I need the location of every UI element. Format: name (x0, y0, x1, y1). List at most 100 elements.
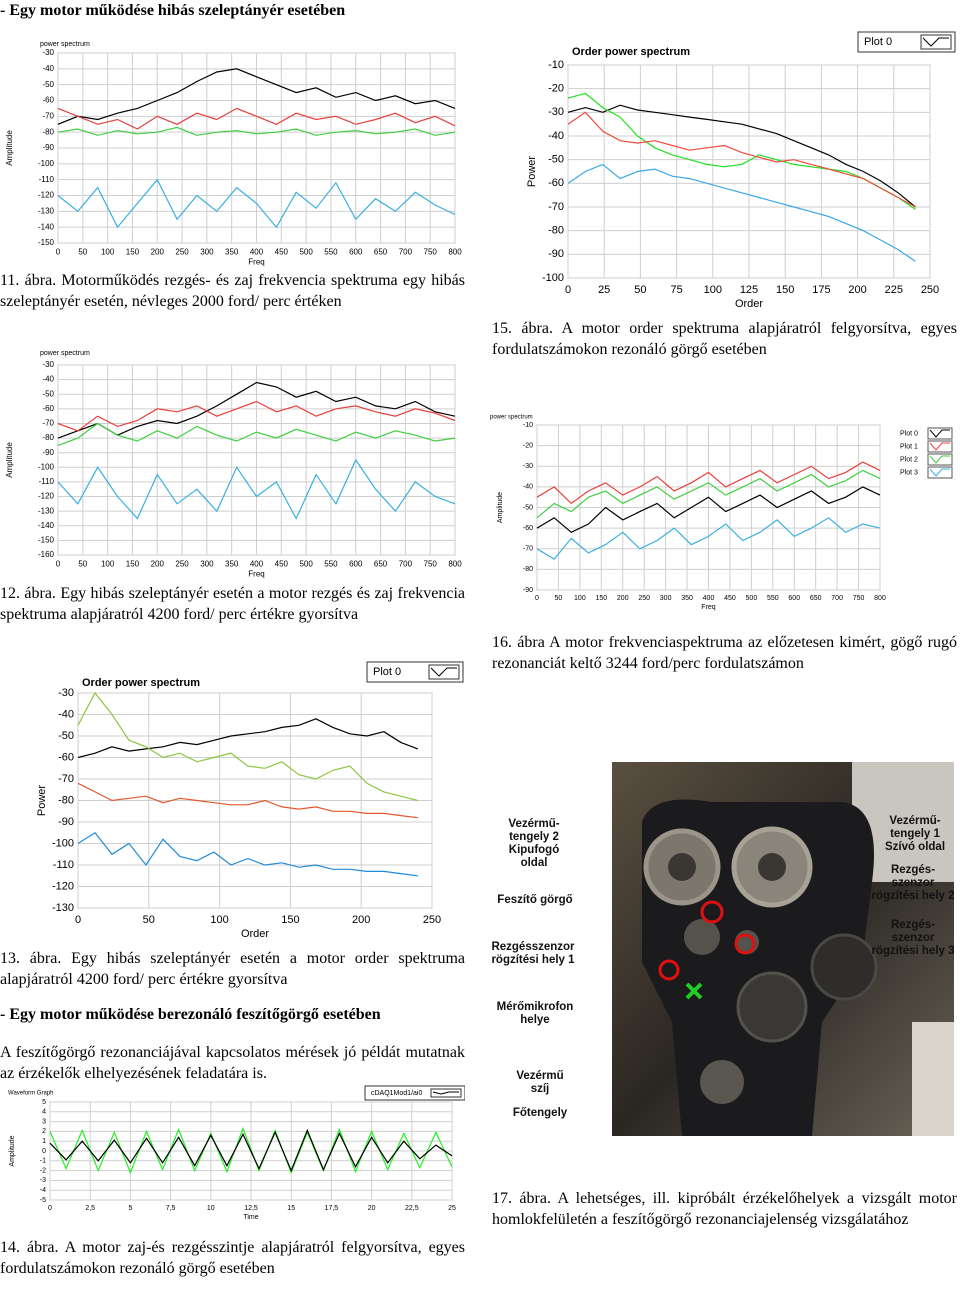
y-tick-label: -30 (42, 360, 54, 369)
y-axis-label: Power (36, 785, 48, 817)
x-tick-label: 250 (423, 914, 441, 926)
photo-label: Vezérmű szíj (510, 1070, 570, 1096)
fig-11-chart: power spectrum-30 -40 -50 -60 -70 -80 -90 -100 -… (5, 41, 462, 267)
x-tick-label: 125 (740, 284, 758, 296)
x-tick-label: 75 (670, 284, 682, 296)
fig-16-chart: power spectrum-10 -20 -30 -40 -50 -60 -70 -80 -9… (490, 415, 953, 611)
label-line: Vezérmű- (508, 818, 560, 830)
y-tick-label: 4 (42, 1109, 46, 1116)
legend-swatch (430, 667, 457, 677)
photo-label: Vezérmű-tengely 1 Szívó oldal (874, 815, 956, 854)
legend-icon (927, 453, 953, 466)
chart-title: Waveform Graph (8, 1091, 53, 1097)
x-tick-label: 10 (207, 1205, 215, 1212)
x-tick-label: 550 (767, 595, 779, 602)
photo-label: Vezérmű-tengely 2 Kipufogó oldal (494, 818, 574, 870)
y-tick-label: -150 (38, 535, 55, 544)
y-tick-label: -70 (58, 773, 74, 785)
x-tick-label: 50 (78, 559, 87, 568)
series-line (49, 1128, 453, 1173)
chart-title: Order power spectrum (572, 46, 690, 58)
y-tick-label: 5 (42, 1099, 46, 1106)
y-tick-label: -70 (42, 111, 54, 120)
y-tick-label: -50 (523, 504, 533, 511)
chart-title: power spectrum (40, 41, 90, 48)
y-tick-label: -40 (42, 375, 54, 384)
y-tick-label: -60 (58, 751, 74, 763)
y-tick-label: 1 (42, 1138, 46, 1145)
series-line (57, 68, 456, 125)
label-line: rögzítési hely 1 (491, 954, 575, 966)
y-tick-label: -70 (42, 419, 54, 428)
x-tick-label: 50 (555, 595, 563, 602)
y-tick-label: -20 (523, 442, 533, 449)
x-tick-label: 750 (424, 559, 438, 568)
y-tick-label: -50 (58, 730, 74, 742)
series-line (57, 458, 456, 520)
y-tick-label: -1 (40, 1158, 46, 1165)
section-heading: - Egy motor működése hibás szeleptányér … (0, 2, 346, 19)
x-tick-label: 750 (424, 247, 438, 256)
x-axis-label: Freq (248, 258, 264, 267)
chart-title: power spectrum (40, 350, 90, 357)
x-axis-label: Order (735, 298, 763, 310)
series-line (567, 163, 916, 262)
x-tick-label: 300 (200, 559, 214, 568)
x-tick-label: 450 (724, 595, 736, 602)
y-axis-label: Amplitude (9, 1135, 16, 1166)
label-line: szenzor (891, 932, 935, 944)
x-tick-label: 100 (704, 284, 722, 296)
legend-icon (927, 440, 953, 453)
y-tick-label: -80 (58, 794, 74, 806)
chart-title: Order power spectrum (82, 677, 200, 689)
series-line (77, 832, 418, 877)
y-tick-label: -90 (42, 143, 54, 152)
y-tick-label: -4 (40, 1187, 46, 1194)
x-tick-label: 2,5 (85, 1205, 95, 1212)
x-tick-label: 500 (299, 559, 313, 568)
x-tick-label: 400 (250, 559, 264, 568)
label-line: tengely 2 (509, 831, 559, 843)
y-tick-label: -70 (523, 546, 533, 553)
x-axis-label: Time (243, 1214, 258, 1221)
series-line (536, 469, 881, 519)
label-line: szenzor (891, 877, 935, 889)
x-tick-label: 100 (101, 559, 115, 568)
series-line (49, 1126, 453, 1175)
x-tick-label: 300 (200, 247, 214, 256)
caption: 11. ábra. Motorműködés rezgés- és zaj fr… (0, 272, 465, 310)
x-axis-label: Order (241, 928, 269, 940)
x-tick-label: 700 (399, 247, 413, 256)
y-tick-label: -120 (52, 880, 74, 892)
series-line (57, 178, 456, 229)
series-line (567, 92, 916, 210)
series-line (77, 691, 418, 802)
x-tick-label: 15 (287, 1205, 295, 1212)
x-tick-label: 350 (681, 595, 693, 602)
y-tick-label: -50 (548, 154, 564, 166)
label-line: Rezgés- (890, 919, 936, 931)
y-tick-label: -80 (523, 566, 533, 573)
y-axis-label: Amplitude (5, 442, 14, 478)
legend-label: Plot 2 (900, 456, 918, 463)
legend-swatch (929, 429, 950, 438)
x-tick-label: 350 (225, 559, 239, 568)
y-tick-label: -140 (38, 521, 55, 530)
y-tick-label: -100 (38, 159, 55, 168)
x-axis-label: Freq (701, 604, 716, 611)
x-tick-label: 225 (885, 284, 903, 296)
x-tick-label: 550 (324, 559, 338, 568)
x-tick-label: 150 (281, 914, 299, 926)
y-tick-label: -50 (42, 80, 54, 89)
y-axis-label: Amplitude (497, 492, 504, 523)
x-tick-label: 100 (210, 914, 228, 926)
x-tick-label: 450 (275, 559, 289, 568)
legend-label: Plot 0 (373, 666, 401, 678)
x-tick-label: 5 (128, 1205, 132, 1212)
y-tick-label: -140 (38, 222, 55, 231)
x-tick-label: 600 (349, 559, 363, 568)
series-line (77, 782, 418, 819)
fig-13-chart: Order power spectrum -30 -40 -50 -60 -70 -80 -9… (36, 661, 464, 940)
y-tick-label: -30 (58, 687, 74, 699)
label-line: Rezgés- (890, 864, 936, 876)
